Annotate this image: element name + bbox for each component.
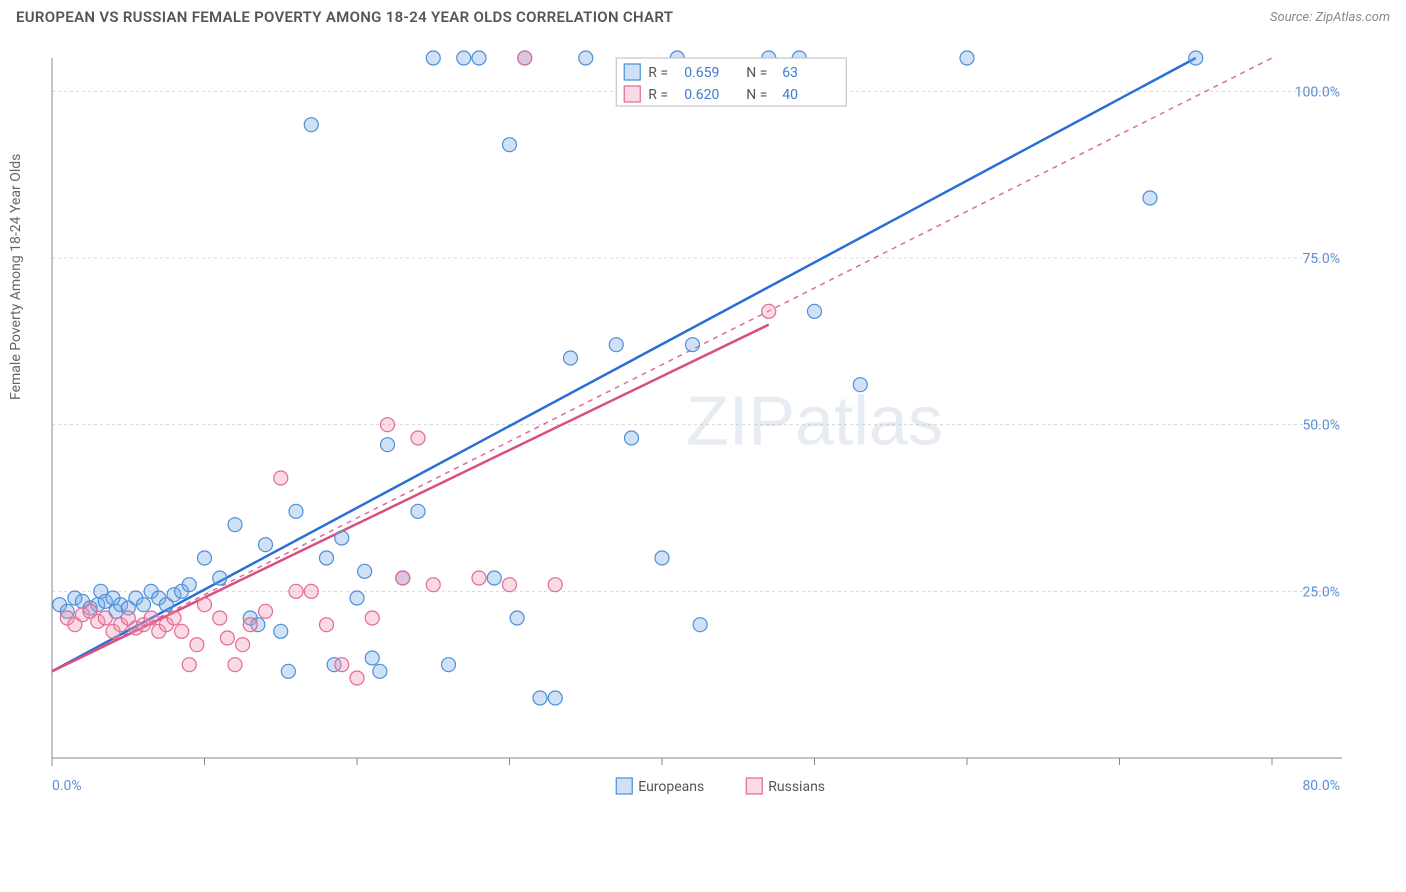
svg-text:0.0%: 0.0% bbox=[52, 778, 82, 794]
chart-title: EUROPEAN VS RUSSIAN FEMALE POVERTY AMONG… bbox=[16, 8, 673, 26]
svg-text:N =: N = bbox=[746, 65, 767, 81]
svg-text:Russians: Russians bbox=[768, 779, 825, 795]
svg-text:N =: N = bbox=[746, 87, 767, 103]
y-axis-label: Female Poverty Among 18-24 Year Olds bbox=[8, 154, 24, 400]
scatter-chart: ZIPatlas 25.0% 50.0% 75.0% 100.0% 0.0% 80.0% R … bbox=[42, 48, 1342, 808]
svg-text:80.0%: 80.0% bbox=[1302, 778, 1340, 794]
svg-text:ZIPatlas: ZIPatlas bbox=[686, 382, 943, 460]
svg-text:40: 40 bbox=[782, 87, 798, 103]
svg-text:50.0%: 50.0% bbox=[1302, 418, 1340, 434]
svg-text:R =: R = bbox=[648, 65, 668, 81]
svg-text:75.0%: 75.0% bbox=[1302, 251, 1340, 267]
source-attribution: Source: ZipAtlas.com bbox=[1270, 10, 1390, 25]
svg-text:63: 63 bbox=[782, 65, 798, 81]
svg-text:100.0%: 100.0% bbox=[1295, 84, 1340, 100]
svg-text:0.659: 0.659 bbox=[684, 65, 719, 81]
svg-text:25.0%: 25.0% bbox=[1302, 584, 1340, 600]
svg-text:0.620: 0.620 bbox=[684, 87, 719, 103]
svg-text:Europeans: Europeans bbox=[638, 779, 704, 795]
chart-area: ZIPatlas 25.0% 50.0% 75.0% 100.0% 0.0% 80.0% R … bbox=[42, 48, 1342, 808]
svg-text:R =: R = bbox=[648, 87, 668, 103]
